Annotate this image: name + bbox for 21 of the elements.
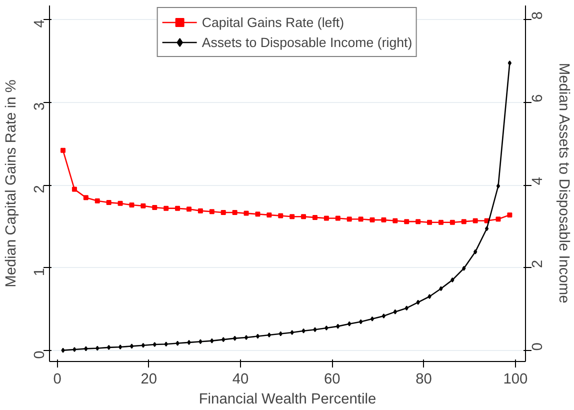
x-tick-label: 60 <box>324 372 340 388</box>
x-tick-label: 80 <box>416 372 432 388</box>
legend-label: Capital Gains Rate (left) <box>202 14 344 30</box>
y-tick-label: 2 <box>32 185 48 194</box>
y-tick-label: 1 <box>32 268 48 276</box>
y-axis-title: Median Capital Gains Rate in % <box>4 80 20 288</box>
y-tick-label: 0 <box>32 350 48 359</box>
y2-tick-label: 8 <box>530 11 546 20</box>
y-tick-label: 3 <box>32 102 48 111</box>
x-tick-label: 40 <box>232 372 249 388</box>
y2-tick-label: 2 <box>530 260 546 268</box>
x-tick-label: 20 <box>140 372 158 388</box>
y2-tick-label: 6 <box>530 94 546 102</box>
x-axis-title: Financial Wealth Percentile <box>198 392 376 408</box>
y2-tick-label: 0 <box>530 342 546 351</box>
x-tick-label: 100 <box>503 372 528 388</box>
x-tick-label: 0 <box>53 372 62 388</box>
y2-axis-title: Median Assets to Disposable Income <box>556 62 572 304</box>
legend-label: Assets to Disposable Income (right) <box>202 34 412 50</box>
y2-tick-label: 4 <box>530 177 546 186</box>
y-tick-label: 4 <box>32 20 48 28</box>
